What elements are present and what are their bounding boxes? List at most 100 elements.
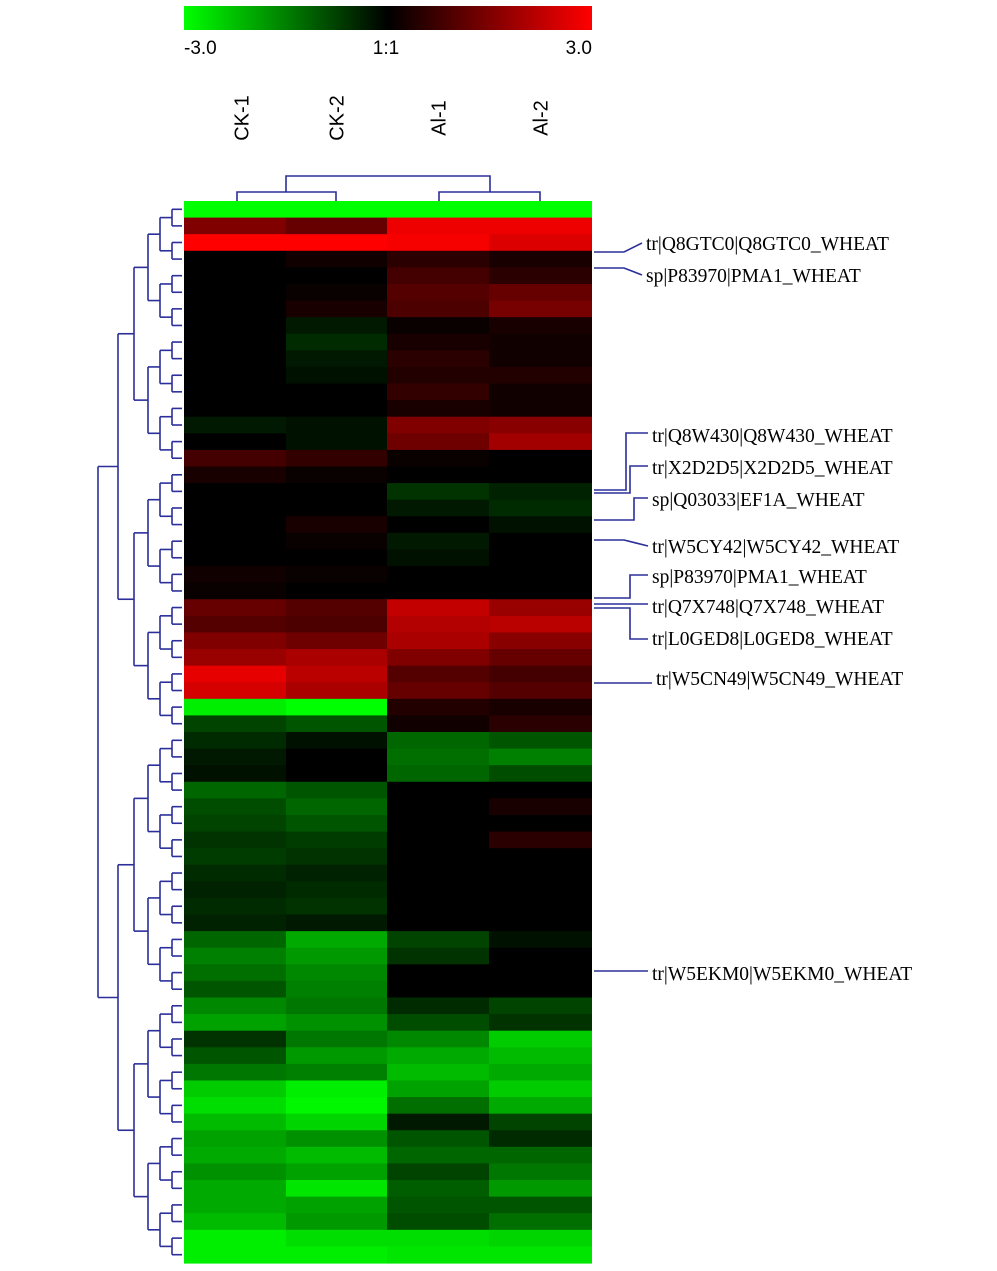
heatmap-cell-r6-c2 [286,283,387,302]
color-scale: -3.0 1:1 3.0 [184,6,592,59]
heatmap-cell-r47-c3 [387,964,489,982]
heatmap-cell-r37-c4 [489,798,592,816]
heatmap-cell-r22-c4 [489,549,592,567]
heatmap-cell-r2-c2 [286,217,387,235]
heatmap-cell-r51-c3 [387,1030,489,1048]
heatmap-cell-r39-c3 [387,831,489,849]
heatmap-cell-r28-c4 [489,649,592,667]
heatmap-cell-r11-c4 [489,366,592,385]
heatmap-cell-r56-c2 [286,1113,387,1131]
heatmap-cell-r47-c2 [286,964,387,982]
heatmap-cell-r31-c2 [286,698,387,716]
heatmap-cell-r21-c4 [489,532,592,551]
heatmap-cell-r23-c3 [387,566,489,584]
heatmap-cell-r8-c1 [184,317,286,335]
heatmap-cell-r46-c2 [286,947,387,965]
heatmap-cell-r42-c3 [387,881,489,899]
heatmap-cell-r32-c1 [184,715,286,733]
heatmap-cell-r28-c1 [184,649,286,667]
heatmap-cell-r29-c1 [184,665,286,683]
row-label-1: tr|Q8GTC0|Q8GTC0_WHEAT [646,234,889,255]
heatmap-cell-r32-c2 [286,715,387,733]
heatmap-cell-r16-c3 [387,449,489,468]
heatmap-cell-r48-c3 [387,980,489,999]
heatmap-cell-r1-c1 [184,201,286,219]
heatmap-cell-r58-c4 [489,1146,592,1165]
heatmap-cell-r10-c2 [286,350,387,368]
heatmap-cell-r60-c1 [184,1180,286,1198]
heatmap-cell-r61-c4 [489,1196,592,1214]
heatmap-cell-r56-c4 [489,1113,592,1131]
heatmap-cell-r31-c4 [489,698,592,716]
heatmap-cell-r52-c3 [387,1047,489,1065]
heatmap-cell-r5-c3 [387,267,489,285]
heatmap-cell-r7-c3 [387,300,489,318]
heatmap-cell-r48-c1 [184,980,286,999]
heatmap-cell-r44-c1 [184,914,286,932]
heatmap-cell-r4-c3 [387,250,489,268]
heatmap-cell-r47-c4 [489,964,592,982]
heatmap-cell-r10-c4 [489,350,592,368]
heatmap-cell-r13-c4 [489,400,592,418]
row-label-2: sp|P83970|PMA1_WHEAT [646,266,861,287]
heatmap-cell-r43-c4 [489,897,592,916]
heatmap-cell-r27-c1 [184,632,286,650]
heatmap-cell-r8-c3 [387,317,489,335]
heatmap-cell-r5-c2 [286,267,387,285]
heatmap-cell-r37-c3 [387,798,489,816]
heatmap-cell-r59-c1 [184,1163,286,1181]
heatmap-cell-r34-c1 [184,748,286,766]
heatmap-cell-r2-c4 [489,217,592,235]
heatmap-cell-r62-c2 [286,1213,387,1231]
heatmap-cell-r51-c4 [489,1030,592,1048]
heatmap-cell-r36-c3 [387,781,489,799]
heatmap-cell-r24-c4 [489,582,592,600]
heatmap-cell-r58-c2 [286,1146,387,1165]
row-label-4: tr|X2D2D5|X2D2D5_WHEAT [652,458,893,479]
heatmap-cell-r13-c1 [184,400,286,418]
heatmap-cell-r55-c3 [387,1097,489,1115]
heatmap-cell-r63-c1 [184,1229,286,1247]
heatmap-cell-r62-c3 [387,1213,489,1231]
heatmap-cell-r63-c3 [387,1229,489,1247]
heatmap-cell-r42-c4 [489,881,592,899]
heatmap-cell-r1-c4 [489,201,592,219]
heatmap-cell-r21-c2 [286,532,387,551]
heatmap-cell-r59-c3 [387,1163,489,1181]
heatmap-cell-r40-c2 [286,848,387,866]
heatmap-cell-r30-c2 [286,682,387,700]
heatmap-cell-r43-c2 [286,897,387,916]
heatmap-cell-r15-c3 [387,433,489,451]
heatmap-cell-r50-c2 [286,1014,387,1032]
heatmap-cell-r20-c4 [489,516,592,534]
heatmap-cell-r4-c2 [286,250,387,268]
heatmap-cell-r16-c2 [286,449,387,468]
heatmap-cell-r25-c4 [489,599,592,617]
heatmap-cell-r54-c2 [286,1080,387,1098]
heatmap-cell-r20-c3 [387,516,489,534]
row-dendrogram [97,208,182,1256]
heatmap-cell-r18-c2 [286,483,387,501]
heatmap-cell-r1-c2 [286,201,387,219]
heatmap-cell-r31-c1 [184,698,286,716]
row-label-11: tr|W5EKM0|W5EKM0_WHEAT [652,964,912,985]
heatmap-cell-r29-c2 [286,665,387,683]
heatmap-cell-r53-c4 [489,1063,592,1082]
heatmap-cell-r35-c2 [286,765,387,783]
heatmap-cell-r61-c2 [286,1196,387,1214]
heatmap-cell-r44-c3 [387,914,489,932]
heatmap-cell-r39-c4 [489,831,592,849]
heatmap-cell-r9-c4 [489,333,592,351]
color-scale-bar [184,6,592,30]
heatmap-cell-r49-c4 [489,997,592,1015]
column-label-3: Al-1 [428,100,450,136]
heatmap-cell-r18-c3 [387,483,489,501]
heatmap-cell-r52-c1 [184,1047,286,1065]
heatmap-cell-r25-c1 [184,599,286,617]
row-labels: tr|Q8GTC0|Q8GTC0_WHEAT sp|P83970|PMA1_WH… [646,234,912,985]
heatmap-cell-r53-c1 [184,1063,286,1082]
heatmap-cell-r36-c4 [489,781,592,799]
heatmap-cell-r50-c3 [387,1014,489,1032]
heatmap-cell-r41-c4 [489,864,592,882]
heatmap-cell-r61-c1 [184,1196,286,1214]
